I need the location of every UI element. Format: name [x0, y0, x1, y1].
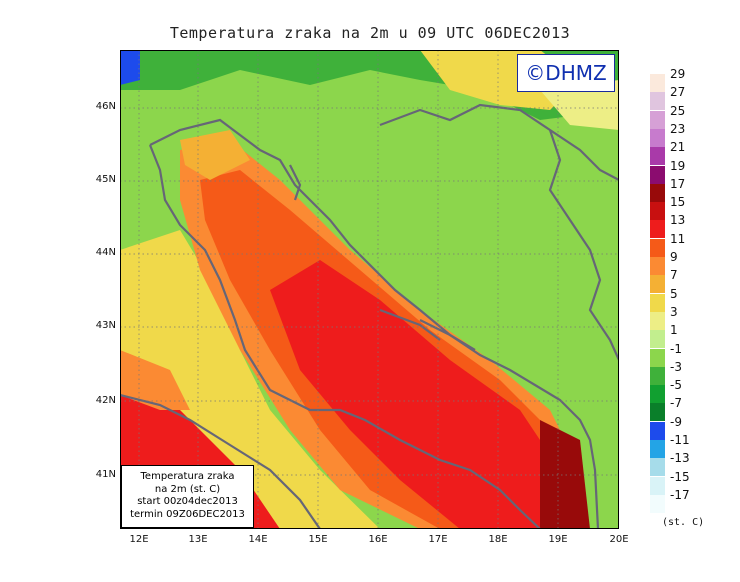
lon-label-15: 15E	[308, 534, 328, 545]
legend-swatch	[650, 147, 665, 166]
legend-swatch	[650, 458, 665, 477]
legend-swatch	[650, 476, 665, 495]
legend-label: 5	[670, 286, 678, 301]
adriatic-hot	[270, 260, 560, 529]
legend-label: -3	[670, 359, 682, 374]
lon-label-12: 12E	[129, 534, 149, 545]
temperature-map	[120, 50, 619, 529]
legend-label: 25	[670, 103, 686, 118]
legend-swatch	[650, 92, 665, 111]
legend-swatch	[650, 385, 665, 404]
lon-label-17: 17E	[428, 534, 448, 545]
legend-label: -17	[670, 487, 690, 502]
lon-label-20: 20E	[609, 534, 629, 545]
legend-label: 19	[670, 158, 686, 173]
legend-swatch	[650, 257, 665, 275]
legend-swatch	[650, 348, 665, 367]
pannonian-plain	[540, 80, 619, 130]
legend-swatch	[650, 202, 665, 221]
legend-swatch	[650, 74, 665, 92]
legend-swatch	[650, 421, 665, 440]
legend-swatch	[650, 403, 665, 422]
legend-swatch	[650, 293, 665, 312]
legend-swatch	[650, 220, 665, 239]
dhmz-logo: ©DHMZ	[517, 54, 615, 92]
coastlines	[120, 103, 619, 529]
legend-label: 29	[670, 67, 686, 81]
lat-label-46: 46N	[95, 101, 116, 112]
legend-label: 23	[670, 121, 686, 136]
legend-label: -1	[670, 341, 682, 356]
lat-label-43: 43N	[95, 320, 116, 331]
istria-warm	[180, 130, 250, 180]
map-canvas	[120, 50, 619, 529]
legend-label: -13	[670, 451, 690, 466]
info-line-4: termin 09Z06DEC2013	[130, 508, 245, 520]
legend-label: -7	[670, 396, 682, 411]
tyrrhenian-coast	[120, 350, 190, 410]
legend-swatch	[650, 330, 665, 349]
legend-unit: (st. C)	[662, 517, 705, 528]
legend-label: 9	[670, 250, 678, 264]
legend-label: 27	[670, 85, 686, 100]
legend-label: 17	[670, 176, 686, 191]
legend-label: -9	[670, 414, 682, 429]
legend-label: 13	[670, 213, 686, 228]
lat-label-45: 45N	[95, 174, 116, 185]
cold-spot	[120, 50, 140, 85]
legend-swatch	[650, 238, 665, 257]
map-title: Temperatura zraka na 2m u 09 UTC 06DEC20…	[169, 24, 571, 42]
legend-label: 7	[670, 268, 678, 283]
legend-label: 11	[670, 231, 686, 246]
legend-label: -11	[670, 433, 690, 447]
legend-label: 21	[670, 140, 686, 155]
legend-label: 1	[670, 323, 678, 338]
legend-swatch	[650, 366, 665, 385]
legend-swatch	[650, 165, 665, 184]
legend-swatch	[650, 275, 665, 294]
info-line-2: na 2m (st. C)	[154, 483, 221, 495]
lat-label-44: 44N	[95, 247, 116, 258]
legend-swatch	[650, 110, 665, 129]
legend-label: -5	[670, 378, 682, 393]
info-box: Temperatura zraka na 2m (st. C) start 00…	[121, 465, 254, 528]
lon-label-14: 14E	[248, 534, 268, 545]
lat-lon-grid	[120, 50, 619, 529]
lat-label-41: 41N	[95, 469, 116, 480]
legend-swatch	[650, 494, 665, 513]
legend-label: 15	[670, 195, 686, 210]
lon-label-16: 16E	[368, 534, 388, 545]
lon-label-19: 19E	[548, 534, 568, 545]
lon-label-18: 18E	[488, 534, 508, 545]
legend-swatch	[650, 183, 665, 202]
lon-label-13: 13E	[188, 534, 208, 545]
legend-swatch	[650, 128, 665, 147]
info-line-1: Temperatura zraka	[140, 471, 235, 482]
map-frame	[120, 50, 619, 529]
south-hot-spot	[540, 420, 590, 529]
legend-label: 3	[670, 304, 678, 319]
legend-label: -15	[670, 469, 690, 484]
info-line-3: start 00z04dec2013	[137, 496, 238, 507]
legend-swatch	[650, 440, 665, 458]
legend-swatch	[650, 311, 665, 330]
lat-label-42: 42N	[95, 395, 116, 406]
